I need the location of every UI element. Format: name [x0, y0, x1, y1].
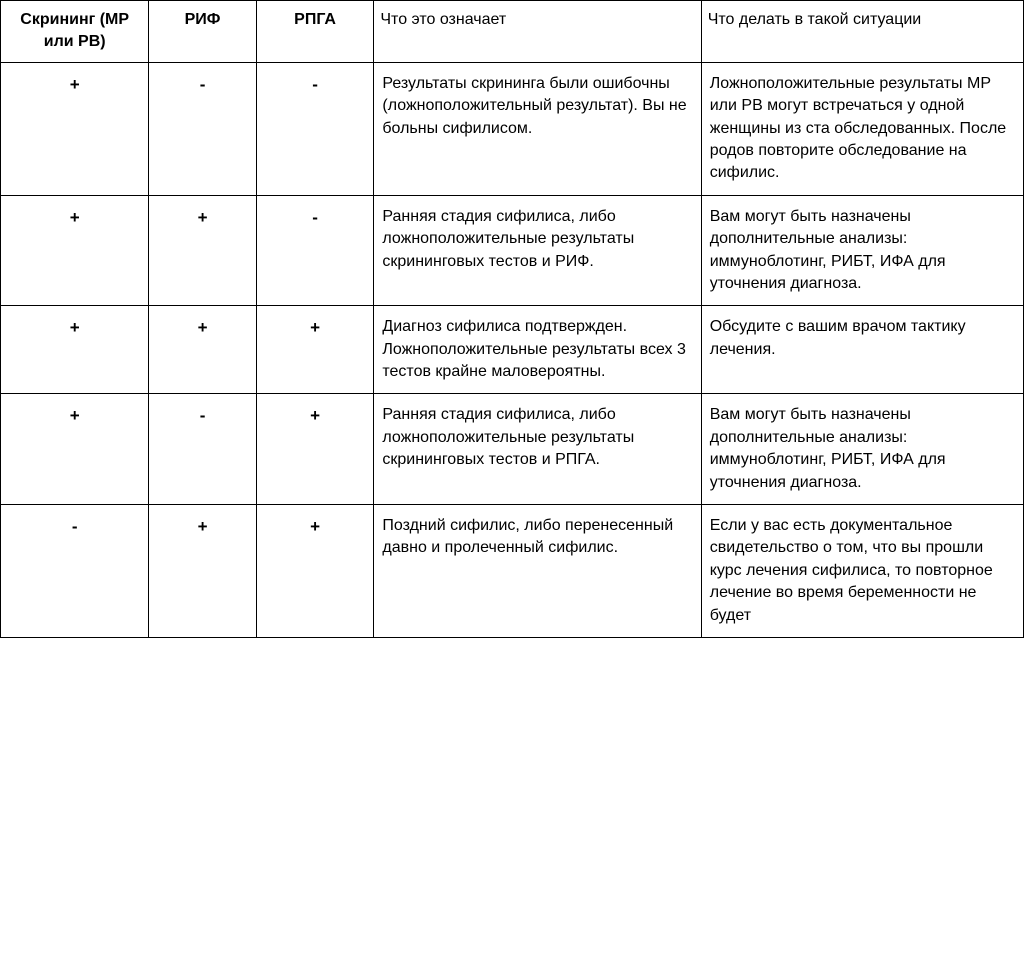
cell-rpga: + — [256, 306, 374, 394]
table-body: + - - Результаты скрининга были ошибочны… — [1, 62, 1024, 637]
cell-action: Ложноположительные результаты МР или РВ … — [701, 62, 1023, 195]
cell-meaning: Поздний сифилис, либо перенесенный давно… — [374, 505, 701, 638]
cell-rif: + — [149, 306, 256, 394]
cell-rif: + — [149, 195, 256, 306]
header-meaning: Что это означает — [374, 1, 701, 63]
table-row: + - - Результаты скрининга были ошибочны… — [1, 62, 1024, 195]
cell-rif: + — [149, 505, 256, 638]
table-row: + + - Ранняя стадия сифилиса, либо ложно… — [1, 195, 1024, 306]
cell-rpga: + — [256, 394, 374, 505]
cell-rpga: - — [256, 195, 374, 306]
header-screening: Скрининг (МР или РВ) — [1, 1, 149, 63]
cell-action: Если у вас есть документальное свидетель… — [701, 505, 1023, 638]
table-row: + + + Диагноз сифилиса подтвержден. Ложн… — [1, 306, 1024, 394]
cell-rpga: + — [256, 505, 374, 638]
header-rif: РИФ — [149, 1, 256, 63]
cell-screening: + — [1, 394, 149, 505]
cell-meaning: Диагноз сифилиса подтвержден. Ложнополож… — [374, 306, 701, 394]
cell-action: Вам могут быть назначены дополнительные … — [701, 394, 1023, 505]
syphilis-test-table: Скрининг (МР или РВ) РИФ РПГА Что это оз… — [0, 0, 1024, 638]
header-action: Что делать в такой ситуации — [701, 1, 1023, 63]
cell-meaning: Результаты скрининга были ошибочны (ложн… — [374, 62, 701, 195]
cell-rif: - — [149, 394, 256, 505]
table-header: Скрининг (МР или РВ) РИФ РПГА Что это оз… — [1, 1, 1024, 63]
cell-screening: - — [1, 505, 149, 638]
cell-rif: - — [149, 62, 256, 195]
cell-meaning: Ранняя стадия сифилиса, либо ложноположи… — [374, 195, 701, 306]
cell-rpga: - — [256, 62, 374, 195]
table-row: + - + Ранняя стадия сифилиса, либо ложно… — [1, 394, 1024, 505]
cell-meaning: Ранняя стадия сифилиса, либо ложноположи… — [374, 394, 701, 505]
cell-action: Обсудите с вашим врачом тактику лечения. — [701, 306, 1023, 394]
cell-screening: + — [1, 306, 149, 394]
table-row: - + + Поздний сифилис, либо перенесенный… — [1, 505, 1024, 638]
header-rpga: РПГА — [256, 1, 374, 63]
header-row: Скрининг (МР или РВ) РИФ РПГА Что это оз… — [1, 1, 1024, 63]
cell-action: Вам могут быть назначены дополнительные … — [701, 195, 1023, 306]
cell-screening: + — [1, 195, 149, 306]
cell-screening: + — [1, 62, 149, 195]
